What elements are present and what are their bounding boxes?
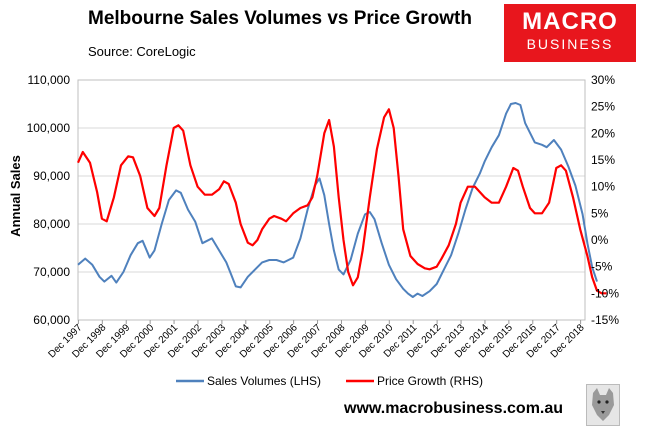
wolf-icon [586, 384, 620, 426]
y-left-tick-label: 80,000 [33, 217, 70, 231]
y-right-tick-label: 25% [591, 100, 615, 114]
y-left-tick-label: 60,000 [33, 313, 70, 327]
y-axis-left: 60,000 70,000 80,000 90,000 100,000 110,000 [27, 73, 71, 327]
y-right-tick-label: 15% [591, 153, 615, 167]
y-right-tick-label: -10% [591, 286, 619, 300]
macrobusiness-logo: MACRO BUSINESS [504, 4, 636, 62]
legend: Sales Volumes (LHS) Price Growth (RHS) [176, 374, 483, 388]
logo-line-macro: MACRO [522, 8, 618, 35]
y-axis-right: -15% -10% -5% 0% 5% 10% 15% 20% 25% 30% [591, 73, 619, 327]
plot-border [77, 79, 586, 321]
y-right-tick-label: -5% [591, 260, 613, 274]
y-axis-label: Annual Sales [8, 155, 23, 237]
website-url: www.macrobusiness.com.au [344, 400, 564, 417]
legend-label-price: Price Growth (RHS) [377, 374, 483, 388]
y-left-tick-label: 110,000 [28, 73, 71, 87]
y-right-tick-label: 20% [591, 126, 615, 140]
gridlines [78, 79, 585, 321]
y-right-tick-label: 10% [591, 180, 615, 194]
series-sales-volumes [77, 102, 598, 298]
y-right-tick-label: 5% [591, 206, 609, 220]
plot-area [77, 79, 586, 321]
logo-line-business: BUSINESS [526, 36, 614, 52]
legend-label-sales: Sales Volumes (LHS) [207, 374, 321, 388]
y-right-tick-label: 0% [591, 233, 609, 247]
series-price-growth [76, 108, 607, 295]
series-layer [76, 102, 607, 298]
y-right-tick-label: 30% [591, 73, 615, 87]
y-left-tick-label: 100,000 [27, 121, 71, 135]
chart-source: Source: CoreLogic [88, 44, 196, 59]
y-right-tick-label: -15% [591, 313, 619, 327]
chart-title: Melbourne Sales Volumes vs Price Growth [88, 8, 472, 29]
y-left-tick-label: 90,000 [33, 169, 70, 183]
y-left-tick-label: 70,000 [33, 265, 70, 279]
